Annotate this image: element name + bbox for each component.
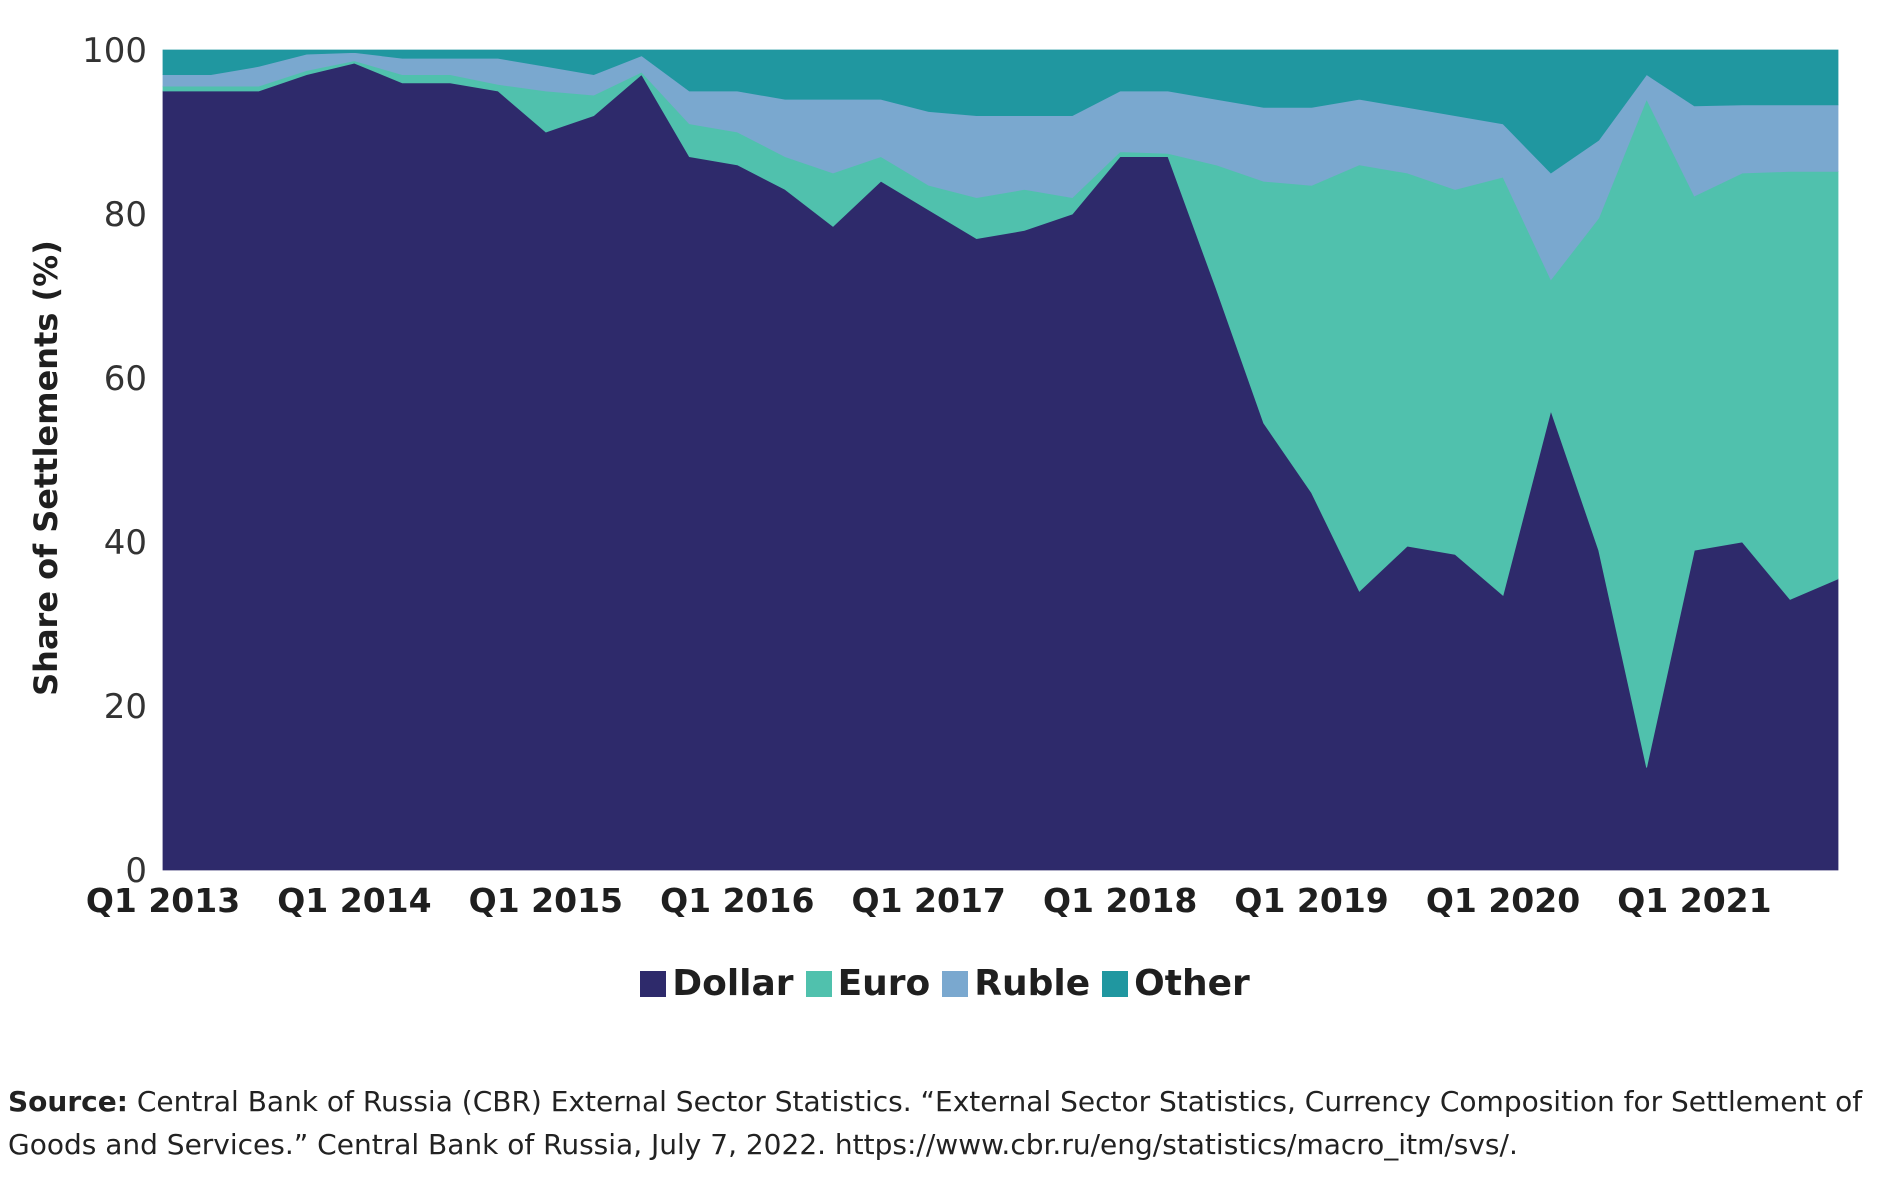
legend-swatch	[942, 970, 969, 997]
y-axis-label: Share of Settlements (%)	[27, 240, 65, 696]
y-tick-label: 0	[125, 851, 147, 891]
legend-label: Other	[1134, 963, 1250, 1004]
y-tick-label: 80	[104, 195, 147, 235]
x-tick-label: Q1 2017	[852, 881, 1006, 920]
y-tick-label: 100	[82, 31, 147, 71]
legend-swatch	[805, 970, 832, 997]
source-label: Source:	[8, 1085, 128, 1118]
chart-legend: Dollar Euro Ruble Other	[0, 963, 1890, 1004]
x-tick-label: Q1 2021	[1617, 881, 1771, 920]
legend-item-ruble: Ruble	[942, 963, 1090, 1004]
x-tick-label: Q1 2016	[660, 881, 814, 920]
legend-item-other: Other	[1102, 963, 1250, 1004]
x-tick-label: Q1 2018	[1043, 881, 1197, 920]
series-area-other	[162, 49, 1839, 174]
legend-item-dollar: Dollar	[640, 963, 794, 1004]
x-tick-label: Q1 2020	[1426, 881, 1580, 920]
x-tick-label: Q1 2015	[469, 881, 623, 920]
source-note: Source: Central Bank of Russia (CBR) Ext…	[8, 1080, 1888, 1166]
legend-swatch	[1102, 970, 1129, 997]
y-tick-label: 40	[104, 523, 147, 563]
legend-label: Ruble	[974, 963, 1091, 1004]
chart-areas	[162, 49, 1839, 871]
x-tick-label: Q1 2014	[277, 881, 431, 920]
x-tick-label: Q1 2013	[86, 881, 240, 920]
legend-swatch	[640, 970, 667, 997]
legend-item-euro: Euro	[805, 963, 931, 1004]
x-axis-ticks: Q1 2013 Q1 2014 Q1 2015 Q1 2016 Q1 2017 Q1 20…	[86, 881, 1772, 920]
y-axis-ticks: 0 20 40 60 80 100	[82, 31, 147, 891]
x-tick-label: Q1 2019	[1234, 881, 1388, 920]
legend-label: Dollar	[672, 963, 794, 1004]
y-tick-label: 60	[104, 359, 147, 399]
source-text: Central Bank of Russia (CBR) External Se…	[8, 1085, 1863, 1161]
y-tick-label: 20	[104, 687, 147, 727]
legend-label: Euro	[837, 963, 931, 1004]
